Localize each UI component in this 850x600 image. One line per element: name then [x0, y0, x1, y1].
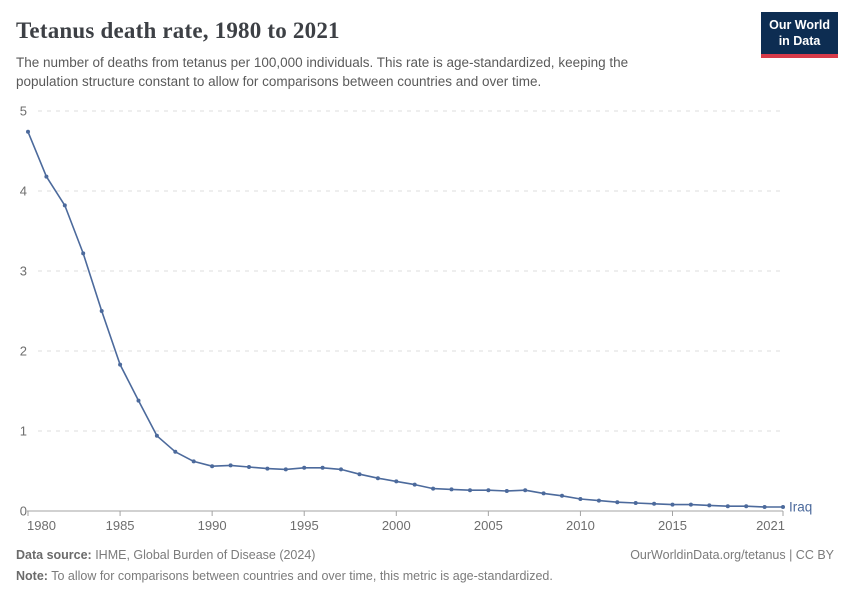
data-point[interactable] — [44, 174, 49, 179]
data-point[interactable] — [615, 500, 620, 505]
data-point[interactable] — [725, 504, 730, 509]
y-axis-tick-label: 4 — [20, 184, 27, 199]
data-point[interactable] — [357, 472, 362, 477]
data-point[interactable] — [154, 433, 159, 438]
chart-footer: Data source: IHME, Global Burden of Dise… — [0, 541, 850, 588]
page-title: Tetanus death rate, 1980 to 2021 — [16, 18, 340, 43]
data-point[interactable] — [81, 251, 86, 256]
note-text: To allow for comparisons between countri… — [47, 569, 553, 584]
data-point[interactable] — [339, 467, 343, 472]
data-point[interactable] — [670, 502, 675, 507]
series-end-label[interactable]: Iraq — [789, 500, 812, 515]
x-axis-tick-label: 2000 — [382, 518, 411, 533]
data-point[interactable] — [688, 502, 693, 507]
data-point[interactable] — [578, 497, 583, 501]
data-source-text: IHME, Global Burden of Disease (2024) — [91, 548, 316, 562]
data-point[interactable] — [486, 488, 491, 493]
data-point[interactable] — [431, 486, 436, 491]
data-point[interactable] — [302, 465, 307, 470]
data-point[interactable] — [412, 482, 417, 487]
data-point[interactable] — [633, 501, 638, 505]
data-point[interactable] — [62, 203, 67, 208]
y-axis-tick-label: 5 — [20, 104, 27, 119]
data-point[interactable] — [375, 476, 380, 481]
x-axis-tick-label: 1980 — [27, 518, 56, 533]
data-point[interactable] — [283, 467, 288, 472]
data-point[interactable] — [26, 129, 30, 134]
chart-subtitle: The number of deaths from tetanus per 10… — [16, 55, 629, 90]
note-line: Note: To allow for comparisons between c… — [16, 569, 553, 583]
line-chart: 0 1 2 3 4 5 1980 1985 1990 1995 2000 2005 2010 2015 20… — [0, 96, 850, 541]
x-axis-tick-label: 2010 — [566, 518, 595, 533]
chart-header: Tetanus death rate, 1980 to 2021 The num… — [0, 0, 850, 96]
y-axis-tick-label: 2 — [20, 344, 27, 359]
x-axis-tick-label: 1990 — [198, 518, 227, 533]
owid-logo-line1: Our World — [769, 18, 830, 32]
data-point[interactable] — [320, 465, 325, 470]
data-point[interactable] — [191, 459, 196, 464]
series-line[interactable] — [27, 130, 784, 508]
data-source-line: Data source: IHME, Global Burden of Dise… — [16, 545, 315, 566]
y-axis-tick-label: 3 — [20, 264, 27, 279]
y-axis-tick-label: 0 — [20, 504, 27, 519]
note-label: Note: — [16, 569, 48, 584]
data-point[interactable] — [541, 491, 546, 496]
license-link[interactable]: OurWorldinData.org/tetanus | CC BY — [630, 548, 834, 562]
x-axis-tick-label: 2015 — [658, 518, 687, 533]
data-point[interactable] — [762, 505, 767, 509]
x-axis-tick-label: 2021 — [756, 518, 785, 533]
data-point[interactable] — [136, 398, 141, 403]
data-point[interactable] — [744, 504, 749, 509]
data-point[interactable] — [560, 493, 564, 498]
data-point[interactable] — [394, 479, 399, 484]
data-point[interactable] — [173, 449, 178, 454]
chart-svg[interactable]: 0 1 2 3 4 5 1980 1985 1990 1995 2000 2005 2010 2015 20… — [0, 96, 850, 541]
x-axis-tick-label: 1995 — [290, 518, 319, 533]
data-point[interactable] — [523, 488, 528, 493]
data-point[interactable] — [652, 501, 657, 506]
x-axis-tick-label: 1985 — [106, 518, 135, 533]
y-axis-tick-label: 1 — [20, 424, 27, 439]
data-point[interactable] — [118, 362, 123, 367]
data-point[interactable] — [265, 466, 270, 471]
data-point[interactable] — [707, 503, 712, 508]
data-point[interactable] — [596, 498, 601, 503]
data-point[interactable] — [228, 463, 233, 468]
data-source-label: Data source: — [16, 548, 92, 562]
data-point[interactable] — [449, 487, 454, 492]
data-point[interactable] — [504, 489, 509, 493]
data-point[interactable] — [99, 309, 104, 313]
data-point[interactable] — [468, 488, 472, 493]
data-point[interactable] — [247, 465, 251, 469]
owid-logo-line2: in Data — [778, 34, 821, 49]
data-point[interactable] — [210, 464, 215, 469]
x-axis-tick-label: 2005 — [474, 518, 503, 533]
data-point[interactable] — [781, 505, 785, 509]
owid-logo: Our World in Data — [761, 12, 838, 58]
